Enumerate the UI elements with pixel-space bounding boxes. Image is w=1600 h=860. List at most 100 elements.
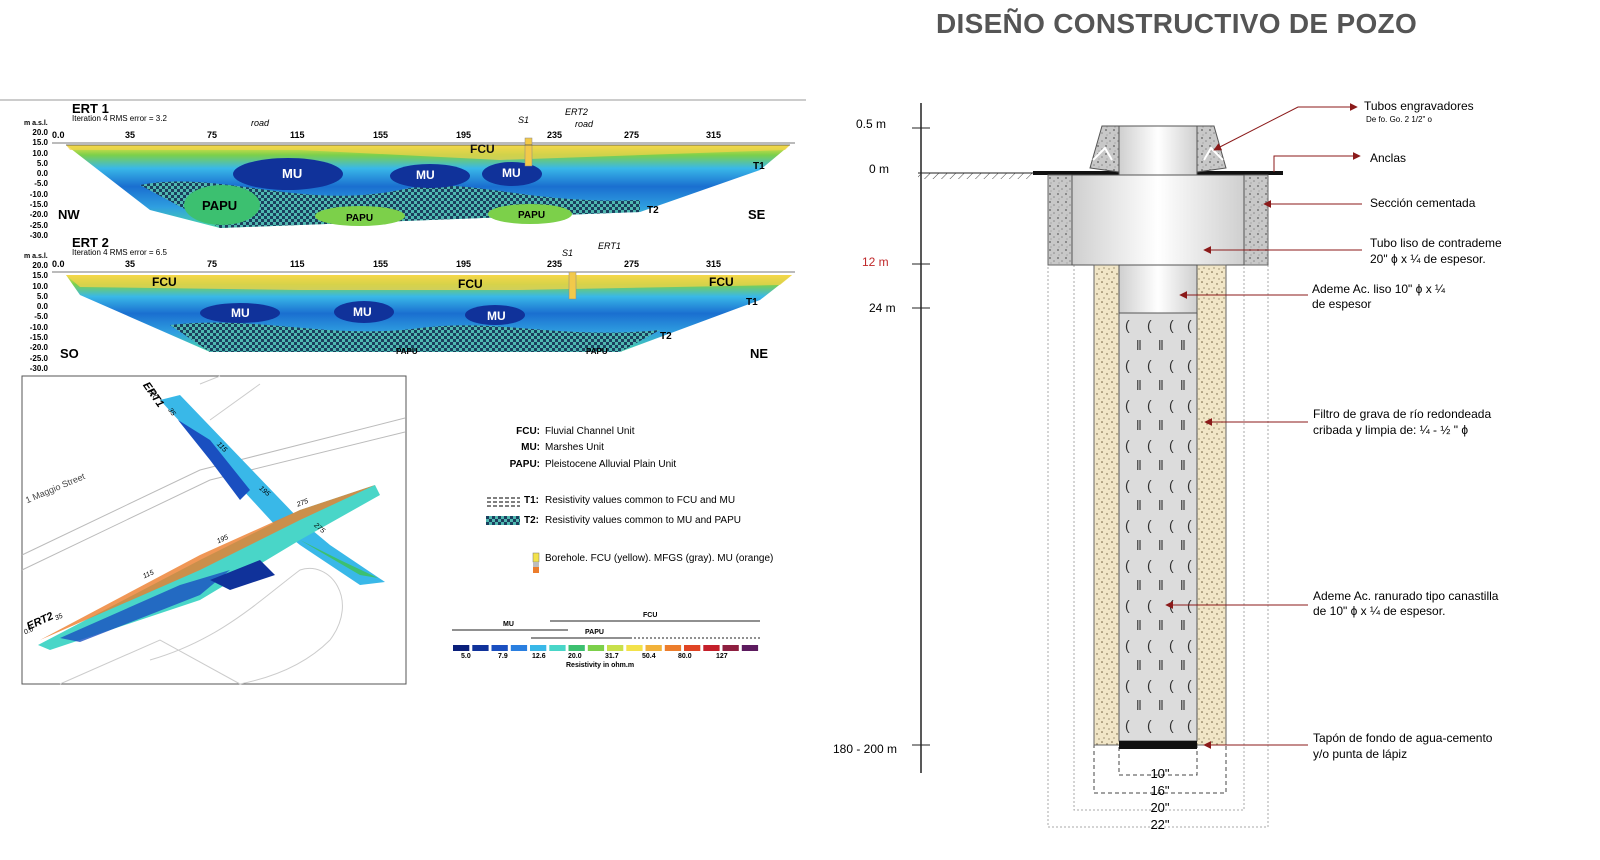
map-ert2-tick-115: 115 [142, 569, 156, 581]
depth-12: 12 m [862, 255, 889, 269]
ert2-y-tick: 5.0 [36, 291, 48, 301]
colorbar-swatch [741, 645, 759, 651]
casing-slot: ‖ [1180, 337, 1186, 353]
ert2-unit-fcu-1: FCU [152, 275, 177, 289]
casing-slot: ‖ [1136, 577, 1142, 593]
ert1-x-tick: 155 [373, 130, 388, 140]
callout-filtro-1: Filtro de grava de río redondeada [1313, 407, 1492, 421]
casing-slot: ( [1125, 477, 1130, 493]
casing-slot: ( [1147, 717, 1152, 733]
colorbar-swatch [722, 645, 739, 651]
callout-ademe-ranurado-1: Ademe Ac. ranurado tipo canastilla [1313, 589, 1499, 603]
ert1-y-tick: -15.0 [29, 200, 48, 210]
ert2-y-tick: -5.0 [34, 312, 48, 322]
ert1-unit-fcu: FCU [470, 142, 495, 156]
map-ert1-tick-195: 195 [257, 485, 271, 498]
map-ert1-tick-115: 115 [215, 441, 228, 454]
callout-ademe-ranurado-2: de 10" ϕ x ¼ de espesor. [1313, 604, 1446, 618]
ert1-y-tick: 15.0 [32, 138, 48, 148]
map-ert1-tick-35: 35 [166, 407, 177, 418]
diameter-20: 20" [1150, 800, 1170, 815]
ert2-y-tick: 10.0 [32, 281, 48, 291]
casing-slot: ( [1147, 517, 1152, 533]
callout-seccion: Sección cementada [1370, 196, 1476, 210]
casing-slot: ‖ [1158, 657, 1164, 673]
casing-slot: ( [1147, 317, 1152, 333]
casing-slot: ( [1187, 437, 1192, 453]
casing-slot: ( [1169, 397, 1174, 413]
casing-slot: ( [1125, 597, 1130, 613]
colorbar-tick: 7.9 [498, 653, 508, 660]
ert1-ert2-label: ERT2 [565, 107, 588, 117]
casing-slot: ( [1125, 517, 1130, 533]
ert2-y-tick: -15.0 [29, 333, 48, 343]
ert1-x-tick: 75 [207, 130, 217, 140]
casing-slot: ( [1169, 637, 1174, 653]
arrow-anclas [1273, 152, 1361, 172]
ert1-x-tick: 35 [125, 130, 135, 140]
ert2-x-tick: 195 [456, 259, 471, 269]
casing-slot: ‖ [1136, 337, 1142, 353]
casing-slot: ( [1187, 477, 1192, 493]
page-title: DISEÑO CONSTRUCTIVO DE POZO [936, 8, 1418, 39]
callout-anclas: Anclas [1370, 151, 1407, 165]
ert2-y-tick: -30.0 [29, 363, 48, 373]
casing-slot: ‖ [1180, 377, 1186, 393]
casing-slot: ( [1169, 437, 1174, 453]
casing-slot: ‖ [1180, 417, 1186, 433]
ert2-x-ticks: 0.0 35 75 115 155 195 235 275 315 [52, 259, 721, 269]
casing-slot: ( [1125, 717, 1130, 733]
legend-papu-key: PAPU: [509, 459, 540, 470]
ert2-mu-body-3 [465, 305, 525, 325]
casing-slot: ( [1187, 717, 1192, 733]
colorbar-swatch [664, 645, 682, 651]
legend-swatches [486, 497, 540, 573]
ert1-papu-body-2 [315, 206, 405, 226]
colorbar-tick: 80.0 [678, 653, 692, 660]
legend-t2-key: T2: [524, 515, 539, 526]
ert2-x-tick: 315 [706, 259, 721, 269]
slotted-casing [1118, 312, 1198, 742]
ert2-right-dir: NE [750, 346, 769, 361]
casing-slot: ‖ [1158, 577, 1164, 593]
ert1-unit-papu-3: PAPU [518, 210, 546, 221]
legend-t1-value: Resistivity values common to FCU and MU [545, 495, 736, 506]
ert1-y-tick: 20.0 [32, 128, 48, 137]
casing-slot: ( [1169, 557, 1174, 573]
well-diagram: ((((‖ ‖ ‖((((‖ ‖ ‖((((‖ ‖ ‖((((‖ ‖ ‖((((‖ ‖ ‖((((‖… [912, 103, 1362, 828]
casing-slots: ((((‖ ‖ ‖((((‖ ‖ ‖((((‖ ‖ ‖((((‖ ‖ ‖((((‖ ‖ ‖((((‖… [1125, 317, 1192, 733]
casing-slot: ( [1169, 317, 1174, 333]
casing-slot: ‖ [1136, 697, 1142, 713]
casing-slot: ( [1125, 677, 1130, 693]
colorbar-mu-label: MU [503, 621, 514, 628]
ert2-unit-mu-3: MU [487, 309, 506, 323]
ert1-t1-label: T1 [753, 161, 765, 172]
colorbar-swatch [472, 645, 489, 651]
ert2-borehole [568, 271, 577, 300]
callout-tapon-1: Tapón de fondo de agua-cemento [1313, 731, 1493, 745]
ert2-x-tick: 0.0 [52, 259, 65, 269]
casing-slot: ( [1187, 397, 1192, 413]
diameter-10: 10" [1150, 766, 1170, 781]
colorbar-swatch [587, 645, 605, 651]
ert1-mu-body-1 [233, 158, 343, 190]
ert1-right-dir: SE [748, 207, 766, 222]
colorbar-swatch [491, 645, 508, 651]
ert1-y-tick: -25.0 [29, 220, 48, 230]
callout-tapon-2: y/o punta de lápiz [1313, 747, 1408, 761]
colorbar-tick: 31.7 [605, 653, 619, 660]
ert2-t2-band [170, 322, 660, 352]
colorbar [452, 620, 760, 651]
casing-slot: ( [1187, 357, 1192, 373]
ert2-y-tick: 20.0 [32, 261, 48, 270]
legend-fcu-value: Fluvial Channel Unit [545, 426, 635, 437]
map-street-line-2 [21, 431, 406, 571]
legend-mu-key: MU: [521, 442, 540, 453]
casing-slot: ‖ [1158, 697, 1164, 713]
ert2-y-tick: -25.0 [29, 353, 48, 363]
casing-slot: ( [1187, 637, 1192, 653]
map-ert2-tick-195: 195 [216, 534, 230, 546]
ert1-x-tick: 275 [624, 130, 639, 140]
plain-casing [1118, 264, 1198, 314]
